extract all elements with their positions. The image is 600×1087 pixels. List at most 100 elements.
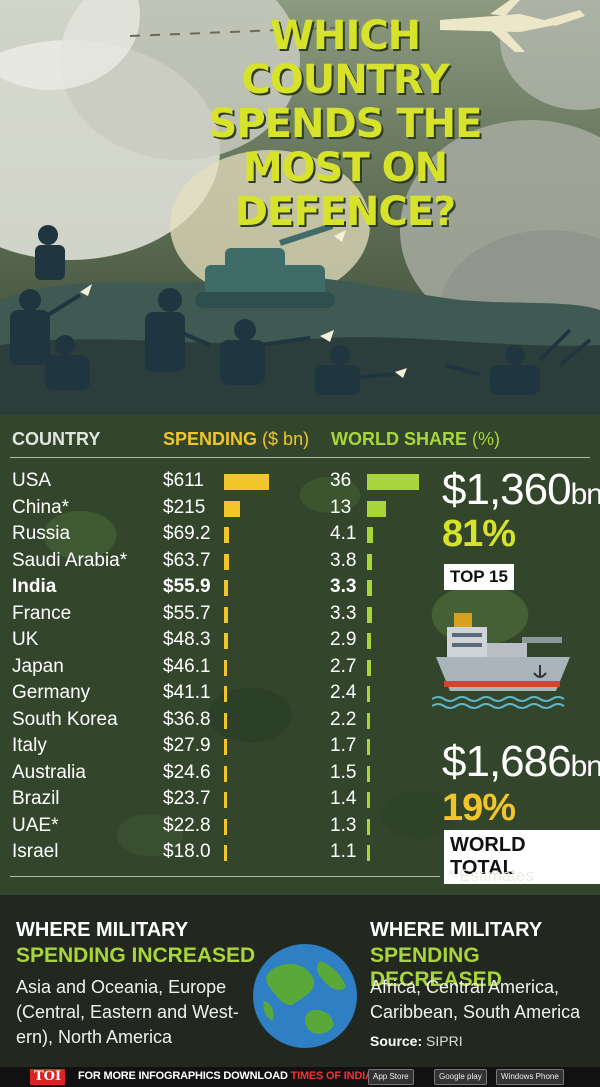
share-bar — [367, 686, 371, 702]
spending-bar — [224, 527, 230, 543]
toi-logo: TOI — [30, 1069, 66, 1085]
spending-value: $69.2 — [163, 523, 211, 544]
increased-line: ern), North America — [16, 1027, 173, 1047]
spending-value: $63.7 — [163, 549, 211, 571]
share-bar — [367, 474, 419, 490]
spending-bar — [224, 500, 240, 517]
source-credit: Source: SIPRI — [370, 1033, 463, 1049]
share-value: 3.8 — [330, 549, 357, 571]
header-share-label: WORLD SHARE — [331, 429, 467, 449]
app-store-badge[interactable]: App Store — [368, 1069, 414, 1085]
tank-icon — [195, 223, 335, 308]
world-total-label: WORLD TOTAL — [444, 830, 600, 884]
spending-bar — [224, 553, 229, 570]
world-amount-value: $1,686 — [442, 737, 572, 786]
google-play-badge[interactable]: Google play — [434, 1069, 487, 1085]
share-value: 4.1 — [330, 523, 357, 544]
spending-value: $48.3 — [163, 629, 211, 650]
share-bar — [367, 580, 372, 596]
top15-label: TOP 15 — [444, 564, 514, 590]
country-name: Italy — [12, 735, 47, 756]
share-value: 3.3 — [330, 576, 357, 597]
header-spending-unit: ($ bn) — [262, 429, 310, 449]
share-bar — [367, 527, 373, 543]
country-name: France — [12, 602, 72, 624]
decreased-regions: Africa, Central America, Caribbean, Sout… — [370, 975, 580, 1025]
country-name: Russia — [12, 523, 71, 544]
jet-icon — [440, 0, 585, 52]
windows-phone-badge[interactable]: Windows Phone — [496, 1069, 564, 1085]
battle-scene — [0, 0, 600, 415]
header-country: COUNTRY — [12, 429, 101, 449]
decreased-subtitle: SPENDING DECREASED — [370, 944, 502, 991]
table-row: Japan $46.1 2.7 — [0, 656, 440, 682]
share-bar — [367, 739, 370, 755]
spending-bar — [224, 474, 269, 490]
country-name: Japan — [12, 655, 64, 677]
header-spending: SPENDING ($ bn) — [163, 429, 309, 450]
table-row: Italy $27.9 1.7 — [0, 735, 440, 761]
top15-amount: $1,360bn — [442, 465, 600, 515]
country-name: Australia — [12, 761, 86, 783]
table-divider-bottom — [10, 876, 440, 877]
share-bar — [367, 765, 370, 782]
table-row: Germany $41.1 2.4 — [0, 682, 440, 708]
top15-amount-unit: bn — [570, 478, 600, 511]
table-row: Saudi Arabia* $63.7 3.8 — [0, 550, 440, 576]
ship-icon — [432, 613, 570, 709]
decreased-title: WHERE MILITARY — [370, 919, 543, 941]
source-value: SIPRI — [426, 1033, 463, 1049]
footer-promo: FOR MORE INFOGRAPHICS DOWNLOAD TIMES OF … — [78, 1070, 397, 1082]
country-name: Germany — [12, 682, 91, 703]
globe-icon — [253, 944, 357, 1048]
share-bar — [367, 606, 372, 623]
decreased-line: Caribbean, South America — [370, 1002, 581, 1022]
spending-value: $215 — [163, 496, 206, 518]
estimates-note: * Estimates — [448, 866, 534, 885]
table-row: South Korea $36.8 2.2 — [0, 709, 440, 735]
source-label: Source: — [370, 1033, 423, 1049]
header-share-unit: (%) — [472, 429, 501, 449]
share-value: 1.7 — [330, 735, 357, 756]
share-bar — [367, 818, 370, 835]
country-name: UK — [12, 629, 39, 650]
spending-bar — [224, 818, 227, 835]
spending-value: $41.1 — [163, 682, 211, 703]
increased-regions: Asia and Oceania, Europe (Central, Easte… — [16, 975, 239, 1050]
share-value: 13 — [330, 496, 352, 518]
share-bar — [367, 792, 370, 808]
spending-bar — [224, 765, 227, 782]
share-value: 36 — [330, 470, 352, 491]
spending-value: $46.1 — [163, 655, 211, 677]
spending-bar — [224, 845, 227, 861]
world-amount-unit: bn — [570, 750, 600, 783]
spending-value: $18.0 — [163, 841, 211, 862]
share-bar — [367, 845, 370, 861]
spending-value: $55.7 — [163, 602, 211, 624]
spending-bar — [224, 792, 227, 808]
spending-bar — [224, 633, 228, 649]
table-row: UK $48.3 2.9 — [0, 629, 440, 655]
increased-subtitle: SPENDING INCREASED — [16, 944, 256, 967]
country-name: Saudi Arabia* — [12, 549, 128, 571]
country-name: USA — [12, 470, 52, 491]
country-name: UAE* — [12, 814, 59, 836]
increased-line: Asia and Oceania, Europe — [16, 977, 227, 997]
spending-bar — [224, 606, 229, 623]
spending-bar — [224, 739, 227, 755]
world-amount: $1,686bn — [442, 737, 600, 787]
country-name: Israel — [12, 841, 59, 862]
country-name: South Korea — [12, 708, 118, 730]
table-row: Israel $18.0 1.1 — [0, 841, 440, 867]
spending-bar — [224, 659, 228, 676]
country-name: India — [12, 576, 57, 597]
top15-amount-value: $1,360 — [442, 465, 572, 514]
world-percent: 19% — [442, 787, 516, 829]
share-value: 1.4 — [330, 788, 357, 809]
share-bar — [367, 659, 371, 676]
share-value: 1.1 — [330, 841, 357, 862]
share-value: 1.3 — [330, 814, 357, 836]
header-divider — [10, 457, 590, 458]
share-bar — [367, 712, 371, 729]
header-share: WORLD SHARE (%) — [331, 429, 500, 450]
